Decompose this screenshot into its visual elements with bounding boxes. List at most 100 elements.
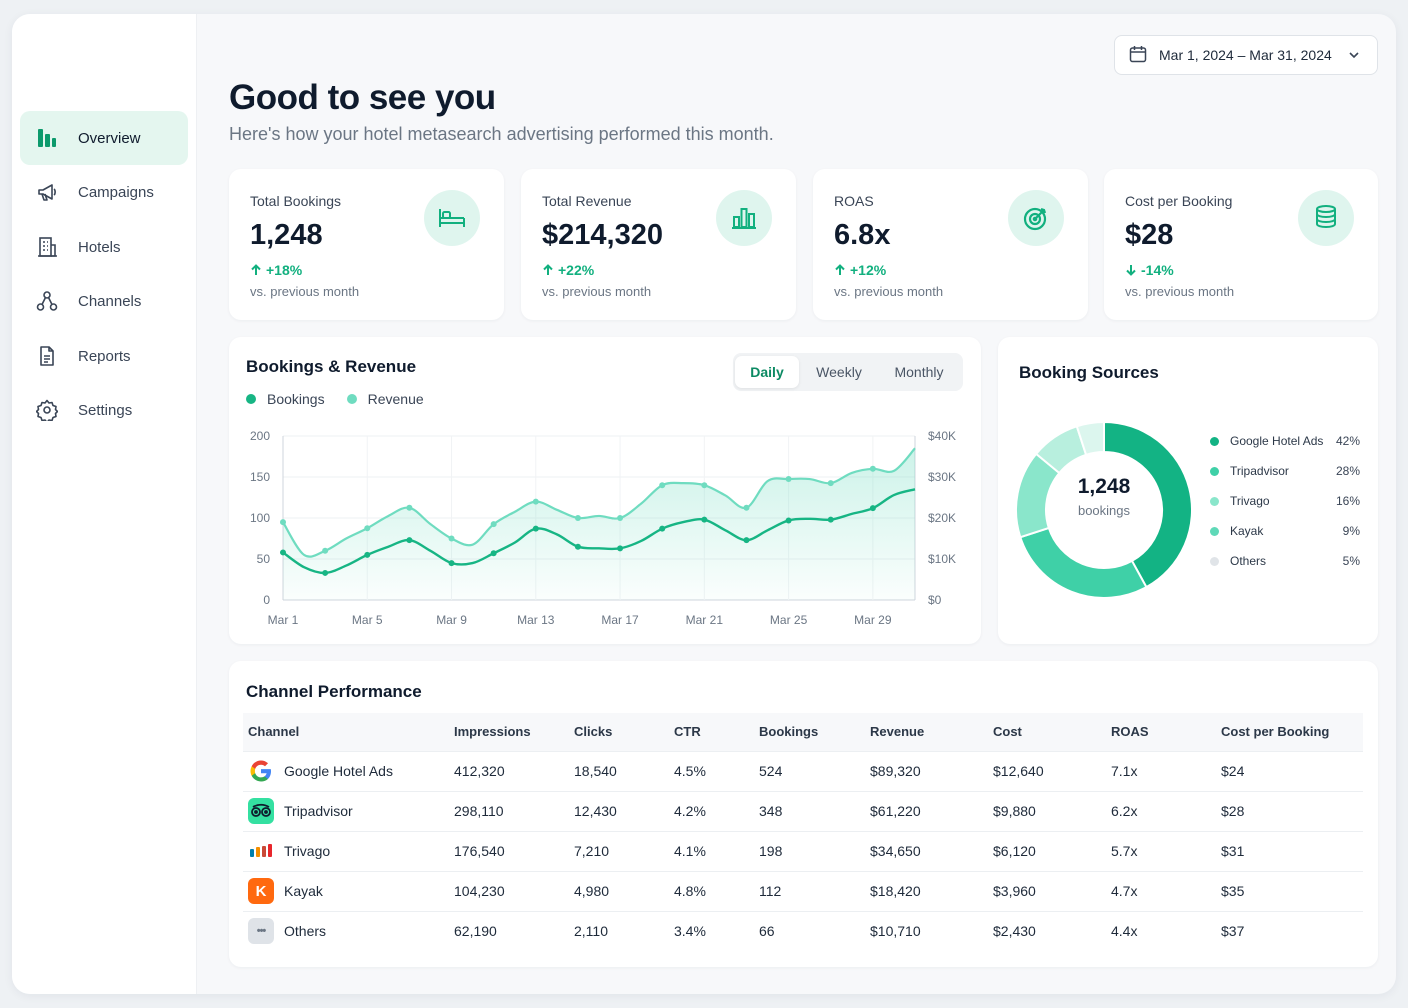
y-tick-label-left: 50 [257,552,271,566]
cell-bookings: 348 [754,790,865,831]
kpi-note: vs. previous month [250,284,360,299]
app-window: Overview Campaigns Hotels Channels Repor… [12,14,1396,994]
tab-monthly[interactable]: Monthly [894,364,944,380]
line-chart: 0 50 100 150 200 $0 $10K $20K $30K $40K Mar 1 Mar 5… [250,429,956,627]
donut-slice[interactable] [1019,526,1148,599]
cell-clicks: 18,540 [569,750,669,791]
legend-label-bookings: Bookings [267,391,325,407]
sidebar-item-channels[interactable]: Channels [20,274,188,328]
kpi-note: vs. previous month [1125,284,1235,299]
megaphone-icon [36,181,58,203]
column-header[interactable]: Clicks [569,713,669,751]
x-tick-label: Mar 13 [517,613,555,627]
data-point-bookings [574,543,581,550]
column-header[interactable]: CTR [669,713,754,751]
target-icon [1008,190,1064,246]
kpi-label: Cost per Booking [1125,193,1233,209]
sidebar-item-settings[interactable]: Settings [20,383,188,437]
donut-slice[interactable] [1103,420,1193,589]
legend-label: Kayak [1230,524,1264,538]
donut-slice[interactable] [1075,420,1105,457]
kpi-card-cost-per-booking: Cost per Booking $28 -14% vs. previous m… [1104,169,1378,320]
column-header[interactable]: Revenue [865,713,988,751]
sidebar-item-hotels[interactable]: Hotels [20,220,188,274]
revenue-area [283,448,915,600]
cell-revenue: $10,710 [865,910,988,951]
legend-item: Trivago 16% [1210,493,1360,509]
kpi-delta: +22% [542,262,594,278]
data-point-revenue [785,476,792,483]
table-row[interactable]: Google Hotel Ads 412,320 18,540 4.5% 524… [243,750,1363,791]
data-point-revenue [617,515,624,521]
cell-ctr: 4.5% [669,750,754,791]
sidebar-item-reports[interactable]: Reports [20,329,188,383]
x-tick-label: Mar 1 [268,613,299,627]
network-icon [36,290,58,312]
cell-roas: 6.2x [1106,790,1216,831]
data-point-bookings [743,537,750,544]
data-point-revenue [701,482,708,489]
data-point-bookings [490,550,497,557]
legend-swatch-bookings [246,394,256,404]
tripadvisor-logo-icon [248,798,274,824]
sidebar-item-label: Campaigns [78,183,154,201]
page-title: Good to see you [229,78,496,117]
table-row[interactable]: Trivago 176,540 7,210 4.1% 198 $34,650 $… [243,830,1363,871]
tab-weekly[interactable]: Weekly [816,364,862,380]
table-row[interactable]: Tripadvisor 298,110 12,430 4.2% 348 $61,… [243,790,1363,831]
sidebar-item-overview[interactable]: Overview [20,111,188,165]
y-tick-label-right: $0 [928,593,942,607]
bar-chart-icon [716,190,772,246]
cell-impressions: 176,540 [449,830,569,871]
page-subtitle: Here's how your hotel metasearch adverti… [229,124,774,144]
y-tick-label-left: 200 [250,429,270,443]
cell-impressions: 298,110 [449,790,569,831]
gear-icon [36,399,58,421]
period-toggle: Daily Weekly Monthly [733,353,963,391]
donut-chart [1015,420,1193,599]
data-point-bookings [364,551,371,558]
x-tick-label: Mar 21 [686,613,724,627]
cell-revenue: $18,420 [865,870,988,911]
legend-item: Others 5% [1210,553,1360,569]
legend-value: 16% [1335,494,1360,508]
y-tick-label-left: 100 [250,511,270,525]
data-point-bookings [280,549,286,556]
date-range-picker[interactable]: Mar 1, 2024 – Mar 31, 2024 [1114,35,1378,75]
legend-label-revenue: Revenue [367,391,424,407]
kpi-value: 6.8x [834,219,891,251]
legend-label: Google Hotel Ads [1230,434,1324,448]
sidebar-item-campaigns[interactable]: Campaigns [20,165,188,219]
y-tick-label-right: $20K [928,511,956,525]
data-point-bookings [406,537,413,544]
sidebar-item-label: Reports [78,347,131,365]
section-title: Booking Sources [1019,363,1159,382]
legend-value: 5% [1342,554,1360,568]
section-title: Channel Performance [246,682,422,701]
kpi-delta-value: +18% [266,262,303,278]
coins-icon [1298,190,1354,246]
data-point-bookings [659,525,666,532]
column-header[interactable]: Cost [988,713,1106,751]
tab-daily[interactable]: Daily [735,356,799,388]
y-tick-label-right: $40K [928,429,956,443]
kpi-label: Total Revenue [542,193,632,209]
google-logo-icon [248,758,274,784]
date-range-text: Mar 1, 2024 – Mar 31, 2024 [1159,47,1332,63]
booking-sources-card: Booking Sources 1,248 bookings Google Ho… [998,337,1378,644]
donut-center-value: 1,248 [1077,475,1131,498]
column-header[interactable]: Bookings [754,713,865,751]
sidebar-item-label: Channels [78,292,142,310]
table-row[interactable]: K Kayak 104,230 4,980 4.8% 112 $18,420 $… [243,870,1363,911]
channel-name: Others [284,923,327,940]
chart-legend: Bookings Revenue [246,391,424,407]
y-tick-label-right: $30K [928,470,956,484]
y-tick-label-left: 0 [263,593,270,607]
column-header[interactable]: ROAS [1106,713,1216,751]
column-header[interactable]: Impressions [449,713,569,751]
column-header[interactable]: Cost per Booking [1216,713,1363,751]
table-row[interactable]: ••• Others 62,190 2,110 3.4% 66 $10,710 … [243,910,1363,951]
column-header[interactable]: Channel [243,713,449,751]
legend-swatch-revenue [346,394,357,404]
cell-impressions: 412,320 [449,750,569,791]
